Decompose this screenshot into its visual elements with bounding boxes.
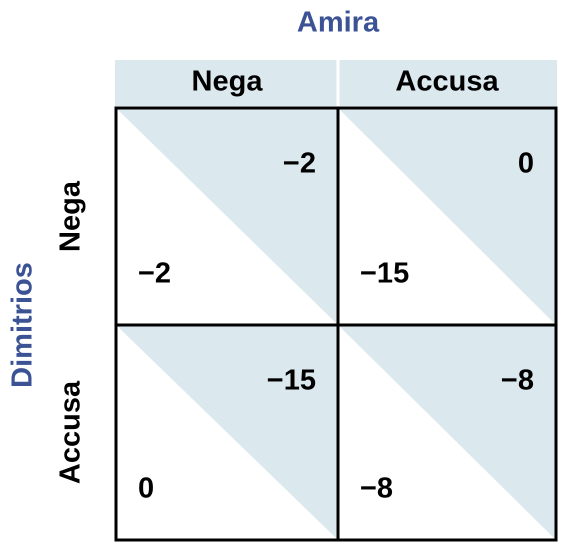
- row-player: Dimitrios: [7, 262, 39, 388]
- column-payoff: 0: [518, 148, 534, 180]
- row-payoff: 0: [138, 473, 154, 505]
- cell-shade: [116, 325, 338, 540]
- header-band: [115, 60, 557, 106]
- column-payoff: −2: [283, 148, 316, 180]
- row-label: Nega: [55, 180, 87, 252]
- cell-shade: [338, 325, 556, 540]
- row-label: Accusa: [55, 380, 87, 484]
- column-player: Amira: [297, 7, 380, 39]
- row-payoff: −15: [360, 258, 409, 290]
- cell-shade: [338, 108, 556, 325]
- column-label: Accusa: [395, 66, 499, 98]
- column-payoff: −15: [267, 365, 316, 397]
- column-label: Nega: [192, 66, 264, 98]
- cells: [116, 108, 556, 540]
- column-payoff: −8: [501, 365, 534, 397]
- row-payoff: −2: [138, 258, 171, 290]
- cell-shade: [116, 108, 338, 325]
- row-payoff: −8: [360, 473, 393, 505]
